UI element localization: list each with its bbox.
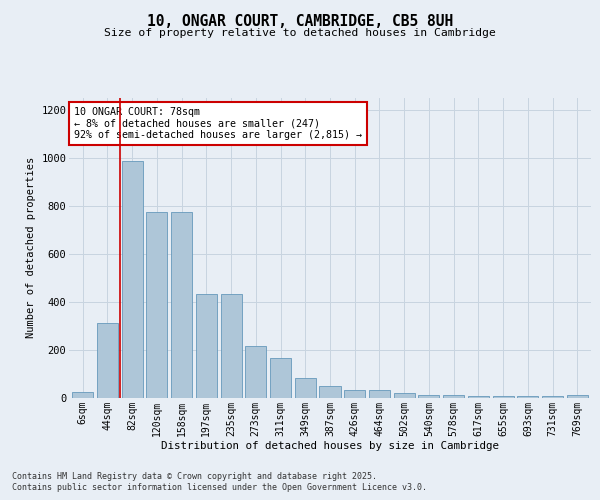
Bar <box>493 396 514 398</box>
X-axis label: Distribution of detached houses by size in Cambridge: Distribution of detached houses by size … <box>161 441 499 451</box>
Bar <box>394 393 415 398</box>
Bar <box>443 395 464 398</box>
Bar <box>245 346 266 398</box>
Bar <box>295 378 316 398</box>
Text: Contains HM Land Registry data © Crown copyright and database right 2025.: Contains HM Land Registry data © Crown c… <box>12 472 377 481</box>
Bar <box>468 396 489 398</box>
Y-axis label: Number of detached properties: Number of detached properties <box>26 157 35 338</box>
Text: Size of property relative to detached houses in Cambridge: Size of property relative to detached ho… <box>104 28 496 38</box>
Bar <box>369 390 390 398</box>
Text: 10, ONGAR COURT, CAMBRIDGE, CB5 8UH: 10, ONGAR COURT, CAMBRIDGE, CB5 8UH <box>147 14 453 29</box>
Bar <box>270 358 291 398</box>
Bar <box>72 392 93 398</box>
Bar <box>171 212 192 398</box>
Text: 10 ONGAR COURT: 78sqm
← 8% of detached houses are smaller (247)
92% of semi-deta: 10 ONGAR COURT: 78sqm ← 8% of detached h… <box>74 106 362 140</box>
Bar <box>146 212 167 398</box>
Bar <box>97 323 118 398</box>
Bar <box>319 386 341 398</box>
Text: Contains public sector information licensed under the Open Government Licence v3: Contains public sector information licen… <box>12 484 427 492</box>
Bar <box>122 161 143 398</box>
Bar <box>196 294 217 398</box>
Bar <box>517 396 538 398</box>
Bar <box>344 390 365 398</box>
Bar <box>542 396 563 398</box>
Bar <box>567 395 588 398</box>
Bar <box>221 294 242 398</box>
Bar <box>418 395 439 398</box>
